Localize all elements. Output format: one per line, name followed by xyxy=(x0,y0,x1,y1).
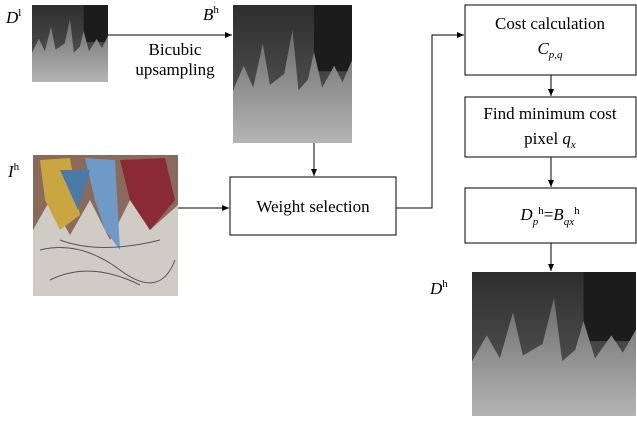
low-res-depth-image xyxy=(32,5,108,82)
diagram: Dl Bicubic upsampling Bh Ih Weight selec… xyxy=(0,0,637,422)
i-high-label: Ih xyxy=(7,161,20,181)
upsampled-depth-image xyxy=(233,5,352,143)
node-label: Weight selection xyxy=(256,197,370,216)
node-label: Find minimum cost xyxy=(483,104,616,123)
output-depth-image xyxy=(472,272,636,416)
d-high-label: Dh xyxy=(429,278,448,298)
edge-label: Bicubic xyxy=(149,40,202,59)
edge-label: upsampling xyxy=(135,60,215,79)
node-label: Cost calculation xyxy=(495,14,606,33)
arrow xyxy=(396,35,464,208)
node-formula: pixel qx xyxy=(524,129,576,151)
d-low-label: Dl xyxy=(5,7,21,27)
b-high-label: Bh xyxy=(203,4,219,24)
color-image xyxy=(33,155,178,296)
